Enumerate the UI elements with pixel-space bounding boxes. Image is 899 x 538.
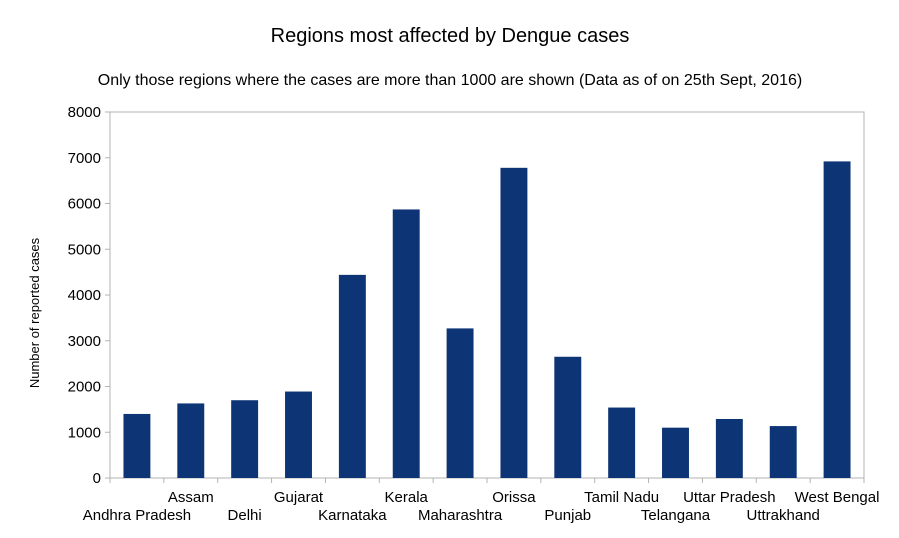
bar-assam	[177, 403, 205, 478]
x-tick-label: Gujarat	[274, 489, 324, 506]
bar-delhi	[231, 400, 259, 478]
y-tick-label: 6000	[68, 196, 101, 213]
bar-telangana	[662, 427, 689, 478]
y-tick-label: 5000	[68, 241, 101, 258]
bar-orissa	[500, 167, 528, 478]
bar-uttrakhand	[769, 426, 797, 478]
chart-title: Regions most affected by Dengue cases	[271, 25, 630, 47]
x-tick-label: West Bengal	[795, 489, 880, 506]
y-tick-label: 0	[93, 470, 101, 487]
bar-karnataka	[338, 274, 366, 478]
bar-maharashtra	[446, 328, 474, 478]
x-tick-label: Karnataka	[318, 507, 387, 524]
y-tick-label: 3000	[68, 333, 101, 350]
x-tick-label: Telangana	[641, 507, 711, 524]
bar-uttar-pradesh	[715, 418, 743, 478]
y-tick-label: 8000	[68, 104, 101, 121]
x-tick-label: Uttar Pradesh	[683, 489, 776, 506]
y-axis-label: Number of reported cases	[27, 237, 42, 388]
bar-punjab	[554, 356, 582, 478]
y-tick-label: 7000	[68, 150, 101, 167]
bar-kerala	[392, 209, 420, 478]
x-tick-label: Uttrakhand	[747, 507, 820, 524]
x-tick-label: Assam	[168, 489, 214, 506]
y-tick-label: 4000	[68, 287, 101, 304]
x-tick-label: Punjab	[544, 507, 591, 524]
plot-area	[109, 111, 865, 479]
bar-gujarat	[285, 391, 312, 478]
x-tick-label: Tamil Nadu	[584, 489, 659, 506]
y-tick-label: 2000	[68, 379, 101, 396]
x-tick-label: Orissa	[492, 489, 536, 506]
x-tick-label: Maharashtra	[418, 507, 503, 524]
chart-subtitle: Only those regions where the cases are m…	[98, 72, 802, 89]
bar-tamil-nadu	[608, 407, 636, 478]
bar-west-bengal	[823, 161, 851, 478]
x-tick-label: Delhi	[228, 507, 262, 524]
x-tick-label: Andhra Pradesh	[83, 507, 191, 524]
x-tick-label: Kerala	[385, 489, 429, 506]
bar-andhra-pradesh	[123, 413, 151, 478]
y-tick-label: 1000	[68, 424, 101, 441]
